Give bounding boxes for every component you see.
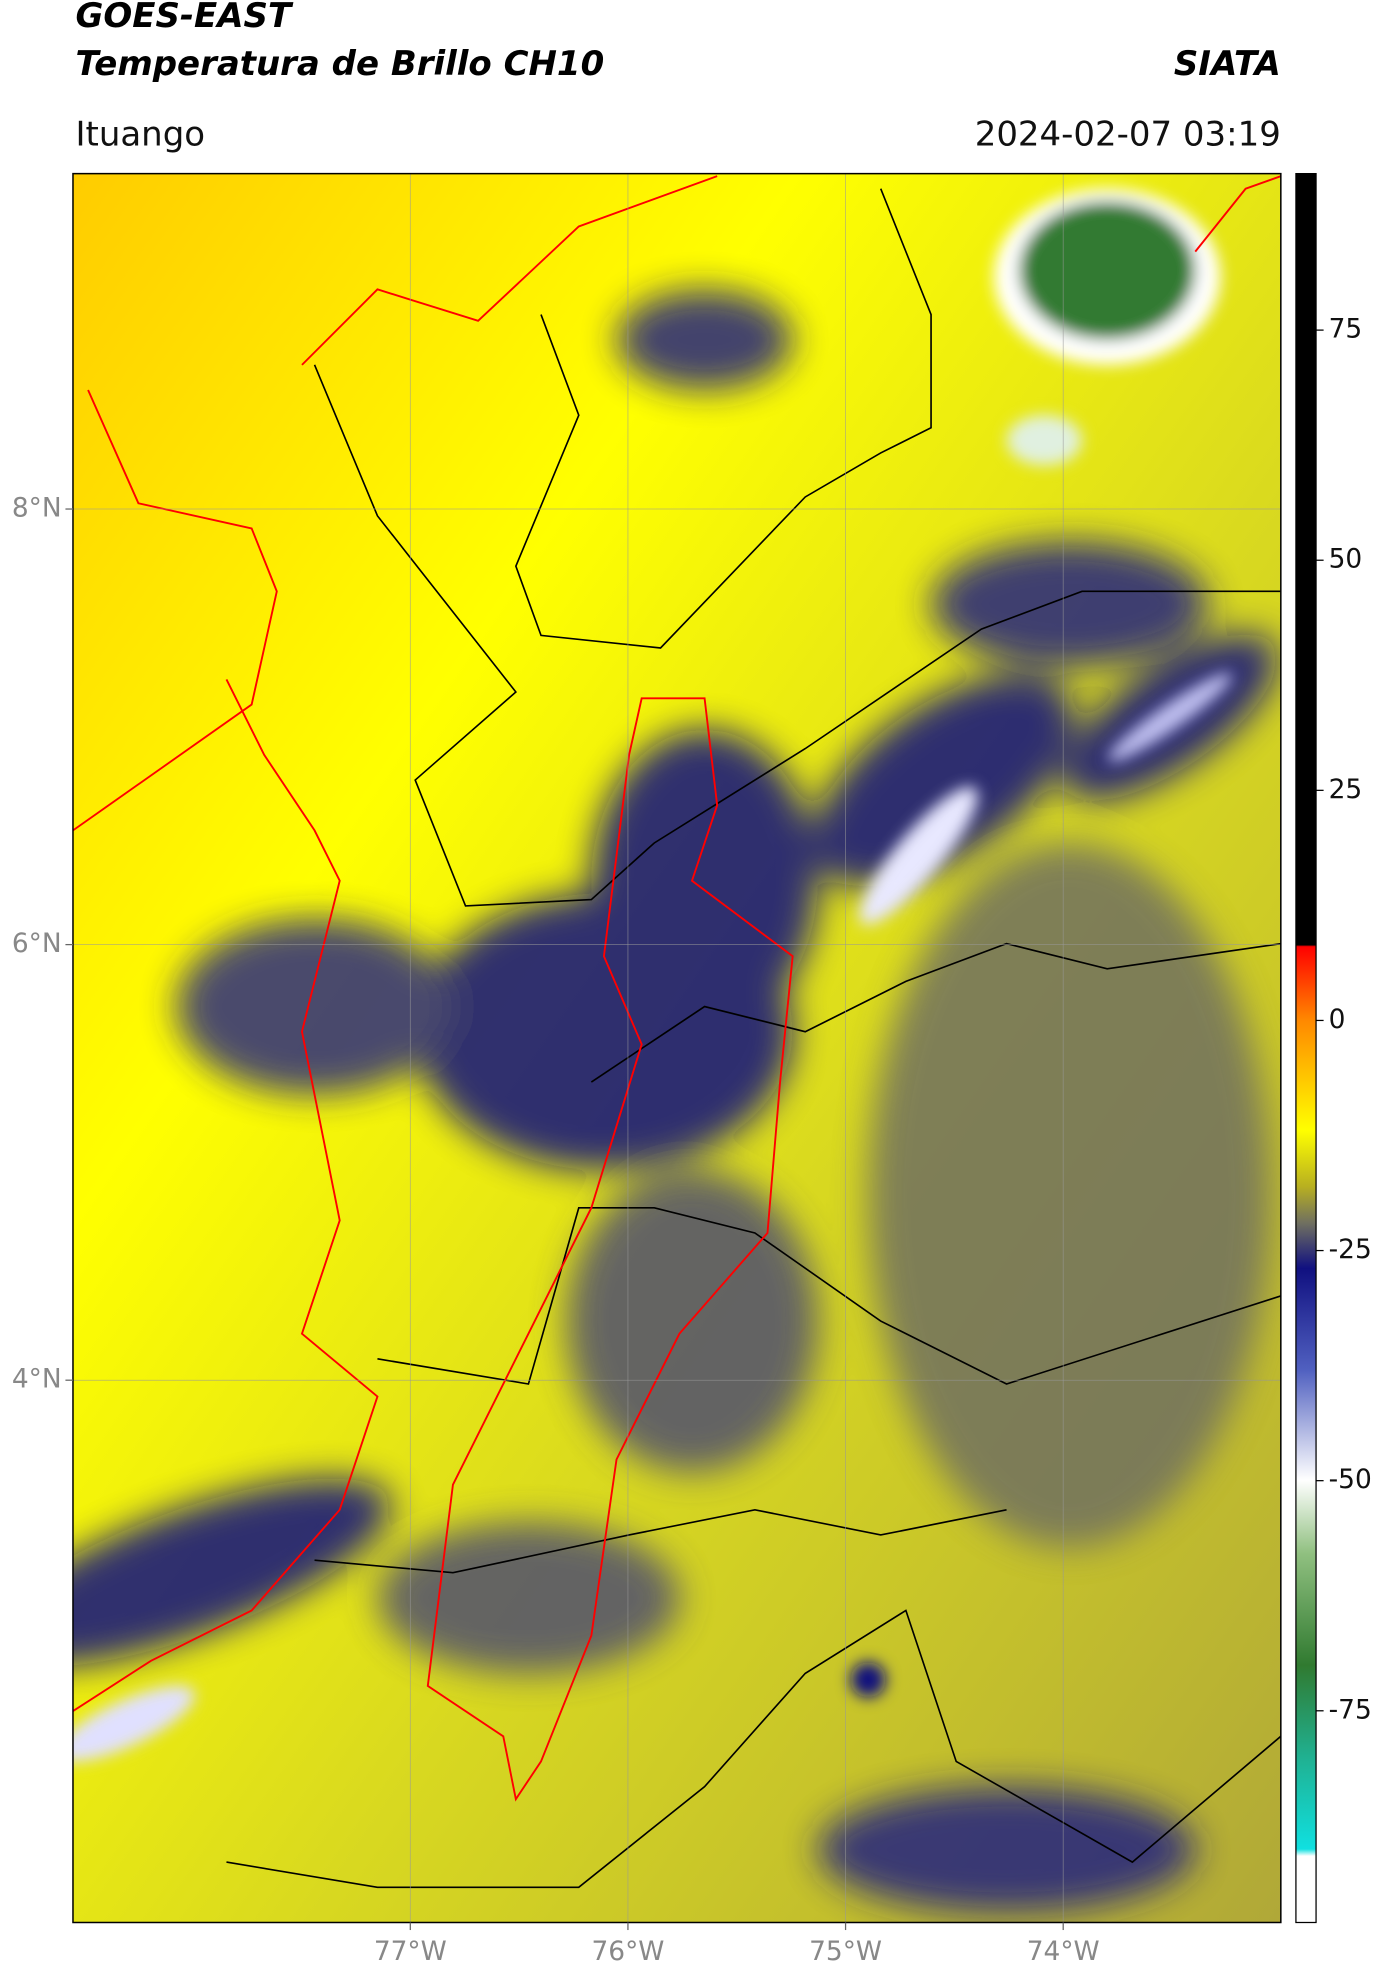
x-tick-label: 76°W xyxy=(591,1936,664,1967)
subtitle: Temperatura de Brillo CH10 xyxy=(75,44,604,84)
colorbar-tick-label: -25 xyxy=(1329,1234,1372,1265)
colorbar-tick-label: 25 xyxy=(1329,774,1363,805)
title: GOES-EAST xyxy=(75,0,293,36)
org: SIATA xyxy=(1174,44,1281,84)
colorbar-tick-label: -50 xyxy=(1329,1464,1372,1495)
x-tick-label: 74°W xyxy=(1027,1936,1100,1967)
grid xyxy=(72,173,1281,1923)
colorbar-tick-label: 75 xyxy=(1329,314,1363,345)
y-tick-label: 6°N xyxy=(12,928,62,959)
colorbar-tick-label: -75 xyxy=(1329,1694,1372,1725)
y-tick-label: 4°N xyxy=(12,1364,62,1395)
datetime: 2024-02-07 03:19 xyxy=(975,114,1281,154)
map-image xyxy=(72,173,1281,1923)
location: Ituango xyxy=(75,114,205,154)
map-frame xyxy=(72,172,1282,1924)
colorbar-tick-label: 50 xyxy=(1329,544,1363,575)
x-tick-label: 77°W xyxy=(374,1936,447,1967)
y-tick-label: 8°N xyxy=(12,493,62,524)
colorbar xyxy=(1295,172,1317,1924)
colorbar-tick-label: 0 xyxy=(1329,1004,1346,1035)
x-tick-label: 75°W xyxy=(809,1936,882,1967)
